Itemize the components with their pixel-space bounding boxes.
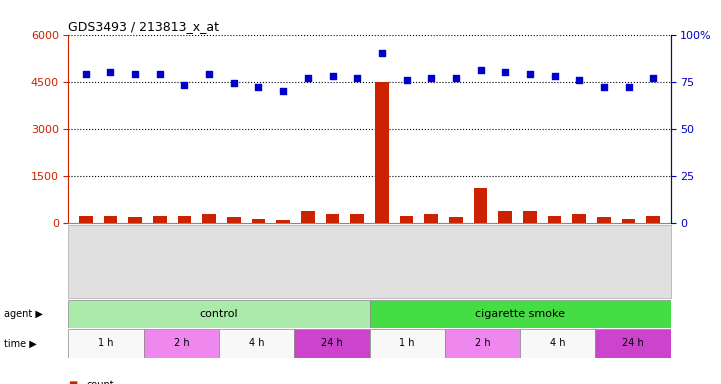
Bar xyxy=(597,217,611,223)
Text: control: control xyxy=(200,309,239,319)
Point xyxy=(598,84,610,90)
Text: GSM270896: GSM270896 xyxy=(649,228,658,275)
Text: count: count xyxy=(87,380,114,384)
Text: 2 h: 2 h xyxy=(474,338,490,349)
Bar xyxy=(548,216,562,223)
Text: GSM270889: GSM270889 xyxy=(476,228,485,275)
Text: GSM270873: GSM270873 xyxy=(106,228,115,275)
Point xyxy=(228,80,239,86)
Text: GSM270880: GSM270880 xyxy=(254,228,263,275)
Point xyxy=(179,82,190,88)
Text: GSM270890: GSM270890 xyxy=(500,228,510,275)
Point xyxy=(573,77,585,83)
Text: GSM270888: GSM270888 xyxy=(451,228,461,274)
Point xyxy=(327,73,338,79)
Text: 4 h: 4 h xyxy=(249,338,265,349)
Text: GSM270872: GSM270872 xyxy=(81,228,90,275)
Bar xyxy=(622,219,635,223)
Bar xyxy=(572,214,586,223)
Bar xyxy=(498,211,512,223)
Point xyxy=(524,71,536,77)
Point xyxy=(425,75,437,81)
Text: GSM270883: GSM270883 xyxy=(328,228,337,275)
Text: GSM270876: GSM270876 xyxy=(180,228,189,275)
Bar xyxy=(276,220,290,223)
Bar xyxy=(143,329,219,358)
Bar xyxy=(227,217,241,223)
Bar xyxy=(523,211,536,223)
Text: GDS3493 / 213813_x_at: GDS3493 / 213813_x_at xyxy=(68,20,219,33)
Bar xyxy=(474,188,487,223)
Bar xyxy=(128,217,142,223)
Text: time ▶: time ▶ xyxy=(4,338,36,349)
Text: GSM270884: GSM270884 xyxy=(353,228,362,275)
Bar xyxy=(203,214,216,223)
Text: 24 h: 24 h xyxy=(622,338,644,349)
Bar xyxy=(647,216,660,223)
Bar xyxy=(369,300,671,328)
Point xyxy=(253,84,265,90)
Text: 1 h: 1 h xyxy=(98,338,114,349)
Bar xyxy=(445,329,520,358)
Point xyxy=(401,77,412,83)
Bar xyxy=(68,329,143,358)
Point xyxy=(351,75,363,81)
Text: GSM270894: GSM270894 xyxy=(599,228,609,275)
Text: GSM270881: GSM270881 xyxy=(278,228,288,274)
Text: GSM270882: GSM270882 xyxy=(304,228,312,274)
Text: 2 h: 2 h xyxy=(174,338,189,349)
Text: GSM270885: GSM270885 xyxy=(377,228,386,275)
Point xyxy=(105,69,116,75)
Bar xyxy=(294,329,370,358)
Text: GSM270895: GSM270895 xyxy=(624,228,633,275)
Text: GSM270893: GSM270893 xyxy=(575,228,584,275)
Text: GSM270874: GSM270874 xyxy=(131,228,140,275)
Point xyxy=(203,71,215,77)
Point xyxy=(80,71,92,77)
Point xyxy=(474,67,486,73)
Bar xyxy=(301,212,314,223)
Text: GSM270879: GSM270879 xyxy=(229,228,239,275)
Bar xyxy=(104,215,118,223)
Text: cigarette smoke: cigarette smoke xyxy=(475,309,565,319)
Point xyxy=(647,75,659,81)
Text: agent ▶: agent ▶ xyxy=(4,309,43,319)
Text: 24 h: 24 h xyxy=(321,338,342,349)
Point xyxy=(549,73,560,79)
Text: GSM270886: GSM270886 xyxy=(402,228,411,275)
Bar xyxy=(596,329,671,358)
Point xyxy=(154,71,166,77)
Bar xyxy=(369,329,445,358)
Point xyxy=(500,69,511,75)
Text: GSM270878: GSM270878 xyxy=(205,228,213,275)
Bar xyxy=(326,214,340,223)
Text: 4 h: 4 h xyxy=(550,338,565,349)
Bar xyxy=(252,219,265,223)
Point xyxy=(302,75,314,81)
Text: GSM270887: GSM270887 xyxy=(427,228,435,275)
Point xyxy=(278,88,289,94)
Text: 1 h: 1 h xyxy=(399,338,415,349)
Bar xyxy=(425,214,438,223)
Point xyxy=(129,71,141,77)
Bar xyxy=(177,216,191,223)
Bar xyxy=(153,215,167,223)
Text: GSM270875: GSM270875 xyxy=(155,228,164,275)
Bar xyxy=(68,300,370,328)
Text: GSM270892: GSM270892 xyxy=(550,228,559,275)
Bar xyxy=(449,217,463,223)
Bar xyxy=(350,214,364,223)
Point xyxy=(623,84,634,90)
Bar xyxy=(375,82,389,223)
Bar xyxy=(399,216,413,223)
Bar xyxy=(79,217,92,223)
Bar xyxy=(219,329,294,358)
Point xyxy=(450,75,461,81)
Text: GSM270891: GSM270891 xyxy=(526,228,534,275)
Text: ■: ■ xyxy=(68,380,78,384)
Bar xyxy=(520,329,596,358)
Point xyxy=(376,50,388,56)
